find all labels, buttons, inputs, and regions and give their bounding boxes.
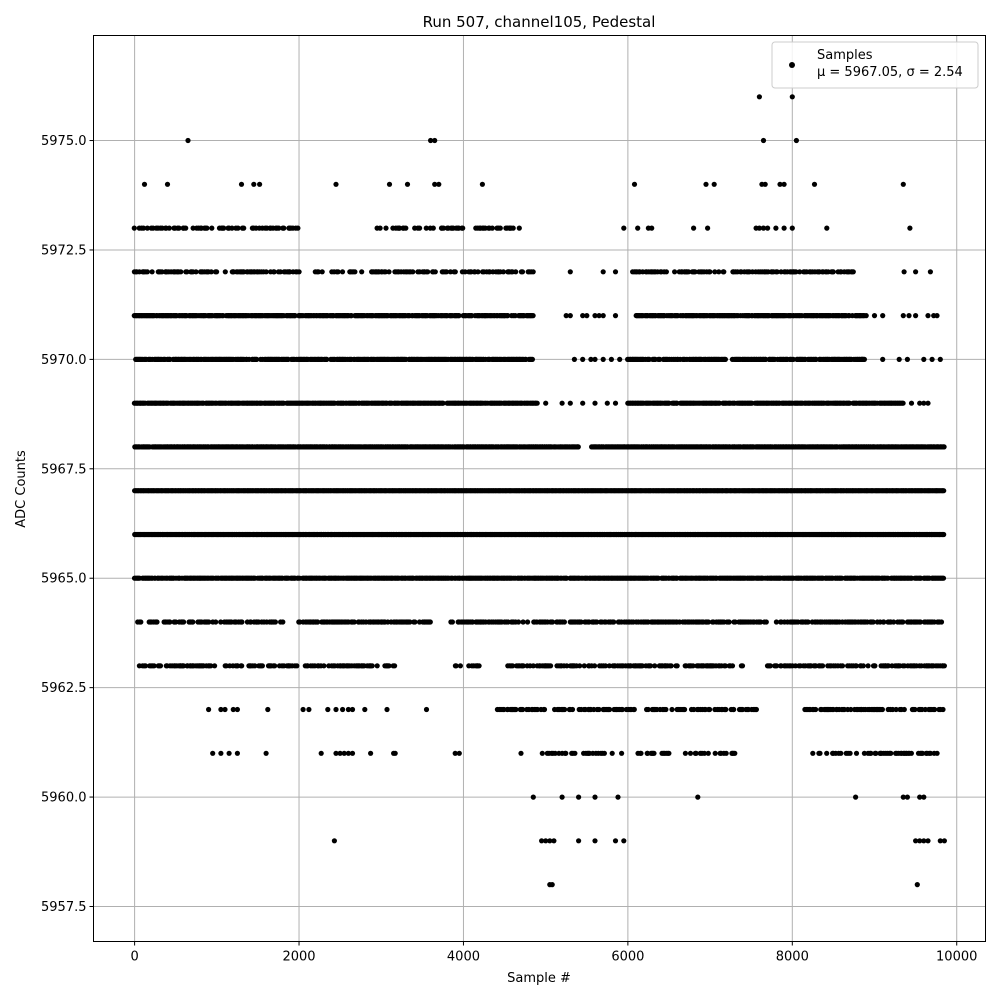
data-point: [324, 356, 330, 362]
data-point: [500, 269, 506, 275]
data-point: [505, 313, 511, 319]
data-point: [519, 269, 526, 275]
data-point: [296, 269, 302, 275]
data-point: [830, 269, 836, 275]
data-point: [339, 269, 346, 275]
data-point: [140, 225, 147, 231]
data-point: [295, 225, 301, 231]
data-point: [377, 225, 383, 231]
data-point: [430, 225, 436, 231]
data-point: [178, 269, 184, 275]
data-point: [722, 356, 729, 362]
data-point: [208, 269, 214, 275]
data-point: [672, 269, 678, 275]
data-point: [440, 400, 446, 406]
data-point: [432, 269, 438, 275]
data-point: [271, 269, 277, 275]
data-point: [352, 269, 358, 275]
data-point: [716, 269, 722, 275]
data-point: [489, 225, 495, 231]
data-point: [530, 269, 536, 275]
data-point: [417, 225, 423, 231]
data-point: [209, 225, 215, 231]
data-point: [221, 225, 227, 231]
data-point: [475, 269, 481, 275]
data-point: [797, 269, 803, 275]
data-point: [712, 269, 718, 275]
data-point: [335, 269, 341, 275]
data-point: [790, 356, 796, 362]
data-point: [403, 225, 409, 231]
data-point: [793, 269, 799, 275]
data-point: [281, 225, 287, 231]
data-point: [235, 225, 241, 231]
data-point: [241, 225, 247, 231]
data-point: [497, 225, 503, 231]
data-point: [850, 269, 856, 275]
data-point: [190, 225, 196, 231]
data-point: [657, 356, 663, 362]
data-point: [176, 225, 182, 231]
data-point: [359, 269, 365, 275]
data-point: [510, 225, 516, 231]
data-point: [516, 225, 522, 231]
data-point: [410, 269, 416, 275]
data-point: [900, 400, 906, 406]
data-point: [315, 269, 321, 275]
data-point: [222, 269, 228, 275]
data-point: [214, 269, 220, 275]
data-point: [319, 269, 325, 275]
data-point: [386, 269, 392, 275]
data-point: [941, 531, 947, 538]
data-point: [254, 356, 260, 362]
data-point: [423, 225, 429, 231]
data-point: [707, 269, 713, 275]
data-point: [513, 269, 519, 275]
data-point: [144, 225, 150, 231]
data-point: [193, 269, 199, 275]
data-point: [534, 400, 540, 406]
data-point: [440, 225, 447, 231]
data-point: [530, 313, 536, 319]
data-point: [383, 225, 389, 231]
data-points: [131, 94, 948, 888]
data-point: [425, 269, 431, 275]
data-point: [721, 269, 727, 275]
data-point: [941, 444, 947, 450]
data-point: [685, 269, 692, 275]
data-point: [663, 269, 670, 275]
data-point: [456, 313, 462, 319]
data-point: [204, 225, 210, 231]
data-point: [462, 269, 468, 275]
data-point: [529, 356, 536, 362]
data-point: [575, 444, 581, 450]
data-point: [692, 269, 698, 275]
data-point: [292, 313, 298, 319]
data-point: [263, 269, 269, 275]
data-point: [229, 225, 235, 231]
data-point: [166, 225, 172, 231]
data-point: [149, 269, 155, 275]
data-point: [277, 269, 283, 275]
chart-title: Run 507, channel105, Pedestal: [423, 13, 656, 31]
data-point: [184, 269, 190, 275]
data-point: [443, 269, 450, 275]
data-point: [460, 225, 466, 231]
data-point: [276, 225, 282, 231]
data-point: [863, 313, 869, 319]
data-point: [774, 269, 780, 275]
data-point: [144, 269, 150, 275]
data-point: [183, 225, 189, 231]
data-point: [941, 488, 947, 494]
data-point: [452, 269, 458, 275]
data-point: [131, 225, 137, 231]
